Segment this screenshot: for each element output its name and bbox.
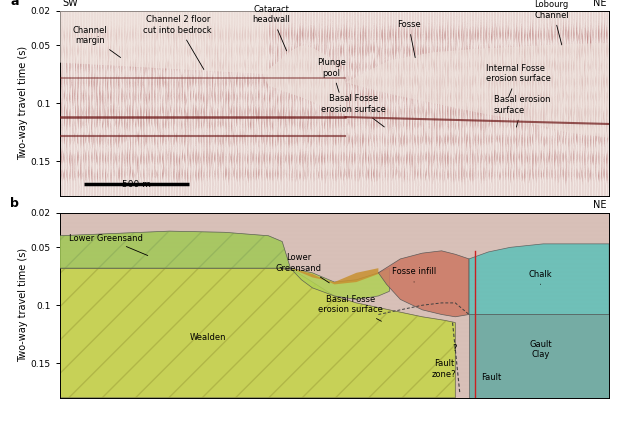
Polygon shape <box>60 231 290 268</box>
Text: Chalk: Chalk <box>529 269 552 285</box>
Text: Wealden: Wealden <box>190 333 226 342</box>
Text: Basal erosion
surface: Basal erosion surface <box>494 95 550 127</box>
Polygon shape <box>345 43 609 138</box>
Text: Basal Fosse
erosion surface: Basal Fosse erosion surface <box>321 94 386 127</box>
Text: Basal Fosse
erosion surface: Basal Fosse erosion surface <box>318 295 383 321</box>
Text: Channel 2 floor
cut into bedrock: Channel 2 floor cut into bedrock <box>143 16 212 69</box>
Polygon shape <box>263 45 345 115</box>
Text: 500 m: 500 m <box>122 180 151 189</box>
Text: a: a <box>10 0 19 8</box>
Polygon shape <box>469 314 609 398</box>
Text: Fault: Fault <box>481 373 501 381</box>
Text: Channel
margin: Channel margin <box>72 26 121 58</box>
Text: ?: ? <box>452 344 457 352</box>
Text: Fosse infill: Fosse infill <box>392 267 436 282</box>
Text: Floor of
Lobourg
Channel: Floor of Lobourg Channel <box>534 0 569 45</box>
Text: Plunge
pool: Plunge pool <box>317 58 346 92</box>
Polygon shape <box>60 268 455 398</box>
Y-axis label: Two-way travel time (s): Two-way travel time (s) <box>18 248 28 362</box>
Text: SW: SW <box>62 0 78 8</box>
Y-axis label: Two-way travel time (s): Two-way travel time (s) <box>18 46 28 160</box>
Polygon shape <box>290 268 389 299</box>
Text: Cataract
headwall: Cataract headwall <box>252 5 290 51</box>
Text: NE: NE <box>593 200 607 210</box>
Text: b: b <box>10 197 19 210</box>
Polygon shape <box>378 251 469 317</box>
Text: Internal Fosse
erosion surface: Internal Fosse erosion surface <box>485 64 550 97</box>
Text: Lower
Greensand: Lower Greensand <box>276 253 329 283</box>
Text: Fault
zone?: Fault zone? <box>432 359 457 378</box>
Text: Gault
Clay: Gault Clay <box>529 339 552 359</box>
Polygon shape <box>469 244 609 314</box>
Text: Lower Greensand: Lower Greensand <box>70 234 148 256</box>
Text: NE: NE <box>593 0 607 8</box>
Text: Fosse: Fosse <box>397 20 421 58</box>
Polygon shape <box>290 268 378 285</box>
Polygon shape <box>60 11 269 74</box>
